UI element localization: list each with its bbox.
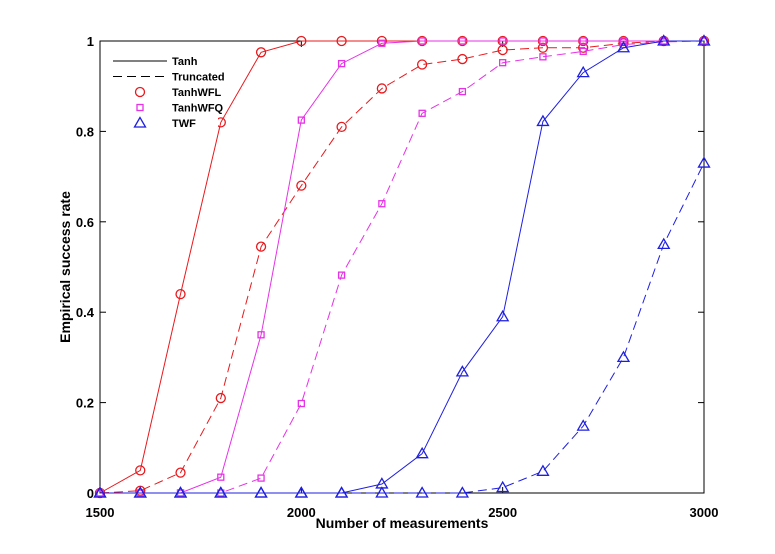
data-point xyxy=(133,486,147,498)
data-point xyxy=(458,87,467,96)
data-point xyxy=(296,180,307,191)
data-point xyxy=(657,34,671,46)
legend-marker xyxy=(136,103,144,112)
legend-item: TanhWFL xyxy=(134,86,222,99)
data-point xyxy=(616,350,631,363)
x-tick-label: 2500 xyxy=(488,505,517,520)
data-point xyxy=(496,480,510,493)
legend-box xyxy=(108,47,218,127)
data-point xyxy=(579,37,587,45)
data-point xyxy=(257,331,265,339)
y-axis-label: Empirical success rate xyxy=(57,191,73,343)
data-point xyxy=(455,365,470,377)
x-tick-label: 3000 xyxy=(690,505,719,520)
y-tick-label: 0.4 xyxy=(76,305,95,320)
y-tick-label: 0.2 xyxy=(76,396,94,411)
series-line xyxy=(99,40,704,494)
axis-ticks: 1500 2000 2500 3000 0 0.2 0.4 0.6 0.8 1 xyxy=(76,34,719,520)
data-point xyxy=(297,116,305,124)
y-tick-label: 0.8 xyxy=(76,124,94,139)
data-point xyxy=(418,37,426,45)
series-5 xyxy=(93,156,711,498)
data-point xyxy=(337,271,346,279)
data-point xyxy=(536,464,550,476)
data-point xyxy=(576,419,590,431)
legend-label: TanhWFQ xyxy=(172,103,224,115)
data-point xyxy=(415,446,429,459)
y-tick-label: 1 xyxy=(87,34,94,49)
legend-marker xyxy=(134,86,146,98)
data-point xyxy=(578,42,589,53)
data-point xyxy=(255,241,267,252)
data-point xyxy=(536,114,550,127)
series-line xyxy=(100,162,705,494)
data-point xyxy=(378,200,386,208)
series-layer xyxy=(93,34,711,499)
data-point xyxy=(257,474,265,482)
legend-label: TanhWFL xyxy=(172,87,222,99)
data-point xyxy=(334,486,349,498)
x-axis-label: Number of measurements xyxy=(316,515,489,531)
data-point xyxy=(499,59,507,67)
data-point xyxy=(217,473,225,481)
data-point xyxy=(376,83,388,94)
data-point xyxy=(497,44,508,56)
legend-item: TWF xyxy=(133,116,196,130)
data-point xyxy=(376,35,388,47)
data-point xyxy=(616,40,631,53)
data-point xyxy=(539,53,547,61)
legend-label: Tanh xyxy=(172,56,198,68)
data-point xyxy=(576,65,590,78)
data-point xyxy=(697,156,711,168)
data-point xyxy=(294,486,308,498)
data-point xyxy=(657,237,671,250)
legend-label: TWF xyxy=(172,118,196,130)
data-point xyxy=(496,309,510,322)
data-point xyxy=(296,35,307,47)
y-tick-label: 0 xyxy=(87,486,94,501)
data-point xyxy=(175,288,186,300)
data-point xyxy=(254,486,268,498)
data-point xyxy=(135,465,146,476)
legend-item: Tanh xyxy=(113,56,198,68)
legend-marker xyxy=(133,116,147,128)
data-point xyxy=(539,37,547,45)
data-point xyxy=(697,34,711,46)
x-tick-label: 1500 xyxy=(86,505,115,520)
x-tick-label: 2000 xyxy=(287,505,316,520)
legend-label: Truncated xyxy=(172,72,225,84)
data-point xyxy=(214,486,228,498)
data-point xyxy=(455,486,470,498)
data-point xyxy=(255,47,267,58)
series-1 xyxy=(94,35,710,499)
data-point xyxy=(378,39,386,47)
data-point xyxy=(297,399,305,408)
data-point xyxy=(537,42,549,53)
data-point xyxy=(415,486,429,498)
data-point xyxy=(457,53,468,65)
legend: Tanh Truncated TanhWFL TanhWFQ TWF xyxy=(108,47,225,130)
legend-item: TanhWFQ xyxy=(136,103,224,115)
data-point xyxy=(418,109,426,117)
data-point xyxy=(93,486,107,498)
data-point xyxy=(173,486,188,498)
data-point xyxy=(375,486,389,498)
series-line xyxy=(100,40,704,494)
data-point xyxy=(175,467,186,478)
data-point xyxy=(579,47,587,56)
data-point xyxy=(458,37,467,45)
data-point xyxy=(499,37,507,45)
y-tick-label: 0.6 xyxy=(76,215,94,230)
data-point xyxy=(336,121,347,133)
data-point xyxy=(215,392,226,404)
legend-item: Truncated xyxy=(113,72,225,84)
data-point xyxy=(416,59,428,70)
data-point xyxy=(337,59,346,68)
data-point xyxy=(336,35,347,47)
